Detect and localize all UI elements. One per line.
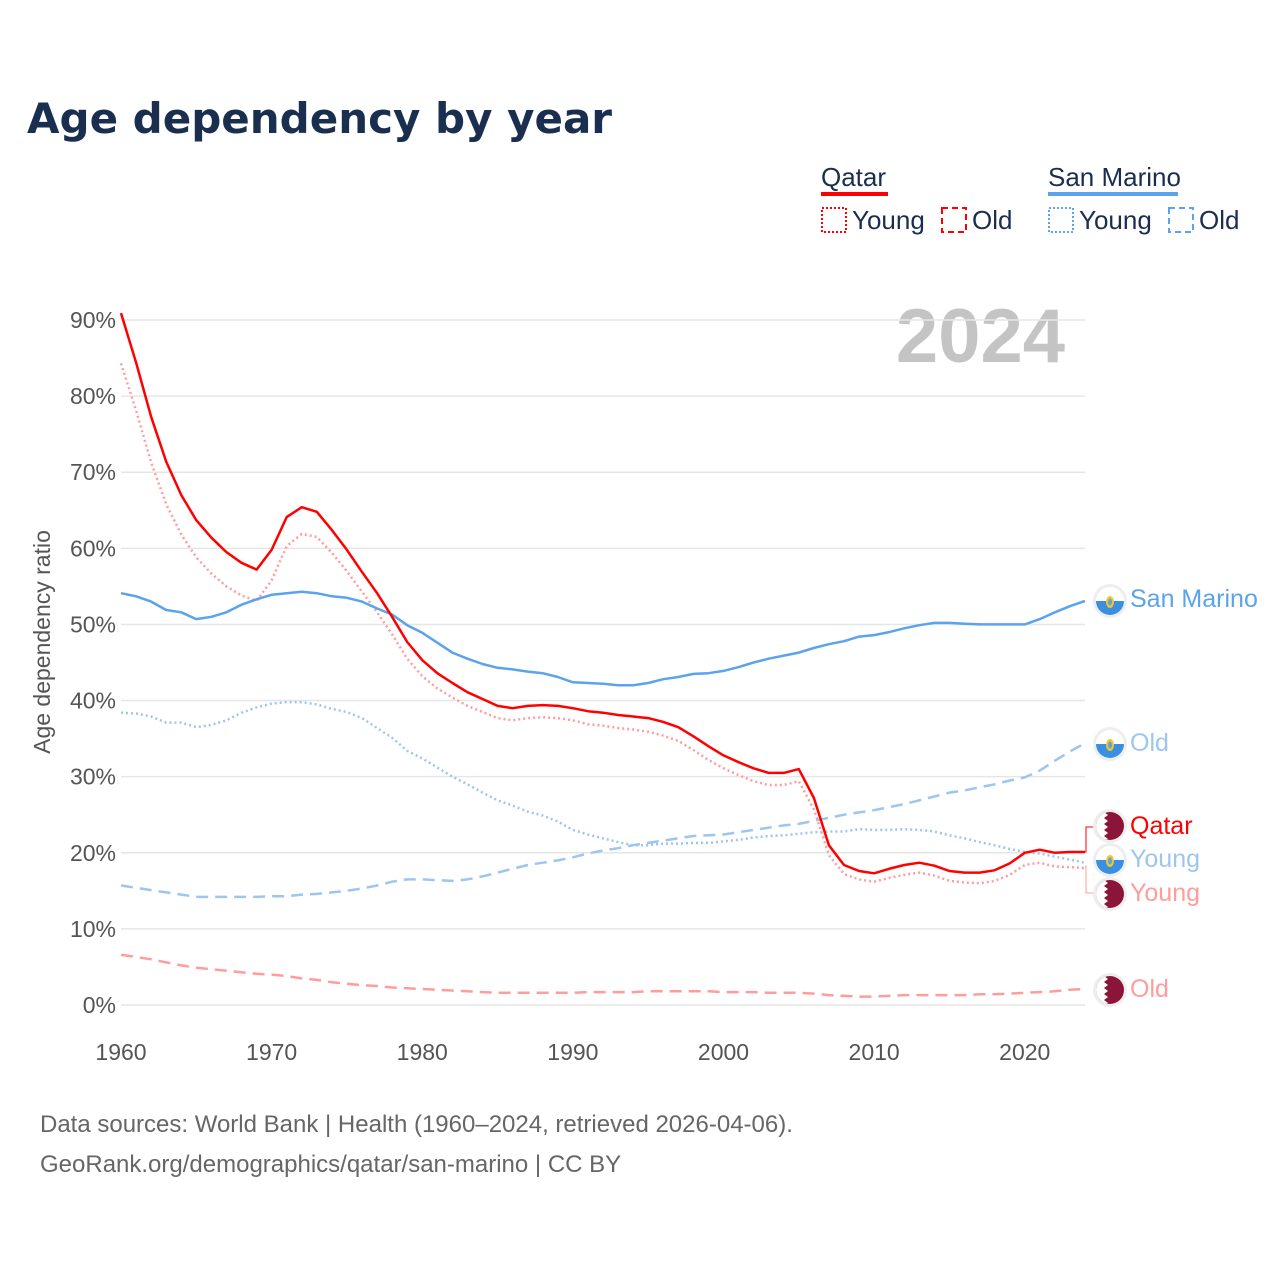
legend-san-marino-young: Young [1079,205,1152,235]
qatar-flag-icon [1093,877,1127,911]
legend-san-marino-underline [1048,192,1178,196]
y-axis-label: Age dependency ratio [29,530,55,754]
series-lines [119,312,1086,998]
x-tick-label: 1960 [95,1039,146,1065]
x-axis: 1960 1970 1980 1990 2000 2010 2020 [95,1039,1050,1065]
legend-san-marino-old: Old [1199,205,1239,235]
y-tick-label: 40% [70,688,116,714]
legend-san-marino-title: San Marino [1048,162,1181,192]
series-line-qatar-total [119,312,1085,875]
end-label-qatar-old: Old [1130,975,1169,1003]
end-label-san-marino-old: Old [1130,729,1169,757]
y-tick-label: 30% [70,764,116,790]
y-tick-label: 0% [83,992,116,1018]
y-tick-label: 60% [70,535,116,561]
series-line-san-marino-young [120,700,1086,864]
x-tick-label: 1970 [246,1039,297,1065]
y-tick-label: 10% [70,916,116,942]
x-tick-label: 2010 [849,1039,900,1065]
year-watermark: 2024 [896,294,1065,379]
chart-title: Age dependency by year [27,94,612,143]
legend-qatar-young-swatch [821,207,847,233]
legend-san-marino-old-swatch [1168,207,1194,233]
end-label-san-marino: San Marino [1130,585,1258,613]
x-tick-label: 1990 [547,1039,598,1065]
end-label-qatar-young: Young [1130,879,1200,907]
x-tick-label: 1980 [397,1039,448,1065]
san-marino-flag-icon [1093,727,1127,761]
san-marino-flag-icon [1093,584,1127,618]
y-tick-label: 20% [70,840,116,866]
qatar-label-connector [1085,826,1098,853]
legend-qatar-title: Qatar [821,162,886,192]
footer-link[interactable]: GeoRank.org/demographics/qatar/san-marin… [40,1151,621,1178]
legend-san-marino-young-swatch [1048,207,1074,233]
legend: Qatar Young Old San Marino Young Old [821,162,1239,235]
series-line-qatar-young [119,363,1086,885]
x-tick-label: 2020 [999,1039,1050,1065]
san-marino-flag-icon [1093,843,1127,877]
end-label-san-marino-young: Young [1130,845,1200,873]
qatar-flag-icon [1093,973,1127,1007]
legend-qatar-old: Old [972,205,1012,235]
grid [121,319,1085,1006]
y-tick-label: 90% [70,307,116,333]
legend-qatar-old-swatch [941,207,967,233]
legend-qatar-young: Young [852,205,925,235]
series-line-san-marino-old [120,742,1086,899]
series-line-san-marino-total [120,590,1086,687]
y-axis: 0% 10% 20% 30% 40% 50% 60% 70% 80% 90% [70,307,116,1018]
end-label-qatar: Qatar [1130,812,1193,840]
qatar-flag-icon [1093,809,1127,843]
y-tick-label: 70% [70,459,116,485]
series-line-qatar-old [120,953,1086,998]
x-tick-label: 2000 [698,1039,749,1065]
y-tick-label: 50% [70,611,116,637]
legend-qatar-underline [821,192,888,196]
y-tick-label: 80% [70,383,116,409]
qatar-young-label-connector [1085,865,1098,894]
footer-sources: Data sources: World Bank | Health (1960–… [40,1111,793,1138]
